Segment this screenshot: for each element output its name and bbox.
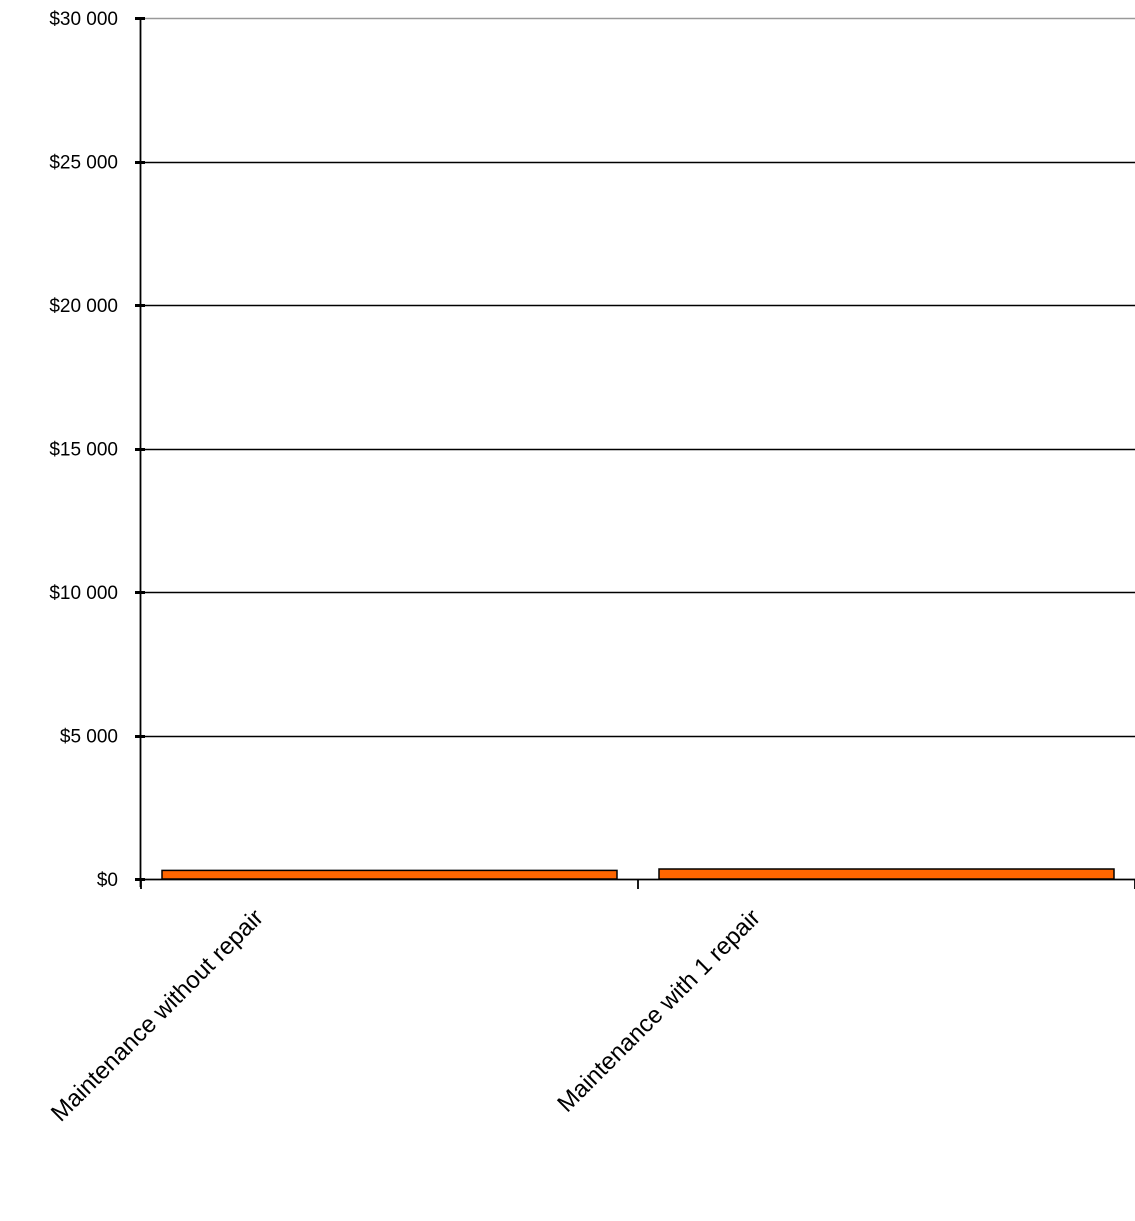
y-tick-label: $20 000	[49, 296, 118, 317]
y-tick-label: $15 000	[49, 440, 118, 461]
x-tick-label: Maintenance with 1 repair	[552, 904, 765, 1117]
x-tick-label: Maintenance without repair	[46, 904, 269, 1127]
bars	[161, 868, 1115, 880]
y-tick-label: $25 000	[49, 153, 118, 174]
y-tick-label: $5 000	[60, 727, 118, 748]
y-tick-label: $30 000	[49, 9, 118, 30]
axes	[135, 17, 1135, 889]
y-tick-label: $0	[97, 870, 118, 891]
x-tick-labels: Maintenance without repair Maintenance wi…	[46, 904, 766, 1127]
y-tick-labels: $0 $5 000 $10 000 $15 000 $20 000 $25 000 $30 …	[49, 9, 118, 891]
bar	[658, 868, 1115, 880]
y-tick-label: $10 000	[49, 583, 118, 604]
bar	[161, 869, 618, 880]
gridlines	[141, 17, 1135, 738]
